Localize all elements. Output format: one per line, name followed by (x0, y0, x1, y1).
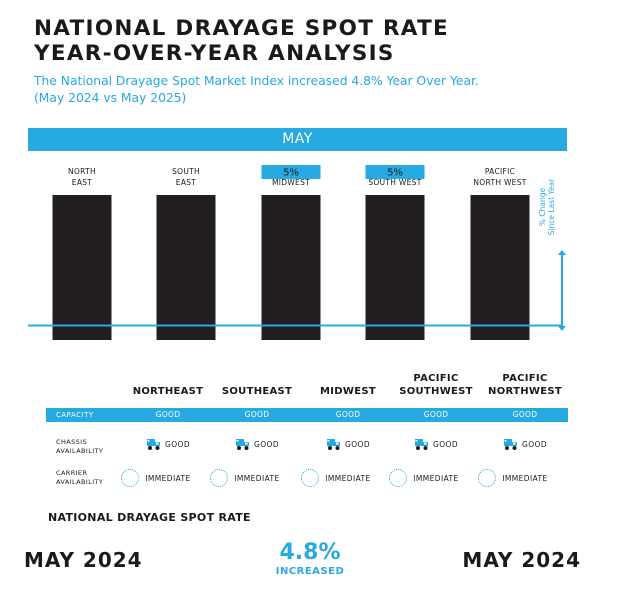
category-label: EAST (176, 178, 197, 187)
column-header: MIDWEST (296, 370, 400, 398)
data-label: 5% (387, 168, 403, 179)
category-label: NORTH (68, 167, 96, 176)
carrier-value: IMMEDIATE (325, 473, 371, 483)
column-header-text: PACIFIC NORTHWEST (488, 373, 562, 397)
chassis-value: GOOD (345, 439, 370, 449)
chassis-value: GOOD (254, 439, 279, 449)
page-subtitle: The National Drayage Spot Market Index i… (34, 74, 479, 105)
dotted-ring-icon (301, 469, 319, 487)
change-label: INCREASED (275, 566, 345, 577)
dotted-ring-icon (210, 469, 228, 487)
chart-title-bar: MAY (28, 128, 567, 151)
category-label: SOUTH WEST (368, 178, 421, 187)
row-label-line: CARRIER (56, 469, 88, 477)
bar (52, 195, 112, 340)
arrow-down-icon (558, 326, 566, 331)
row-label-line: CHASSIS (56, 438, 87, 446)
carrier-value: IMMEDIATE (502, 473, 548, 483)
chassis-value: GOOD (165, 439, 190, 449)
bar (470, 195, 530, 340)
axis-note-line (561, 251, 563, 329)
column-header: SOUTHEAST (205, 370, 309, 398)
left-period-label: MAY 2024 (24, 548, 143, 572)
bar (261, 195, 321, 340)
row-label-line: AVAILABILITY (56, 478, 104, 486)
carrier-value: IMMEDIATE (413, 473, 459, 483)
bar-chart: NORTHEAST6%SOUTHEAST6%MIDWEST5%PACIFICSO… (28, 165, 563, 340)
dotted-ring-icon (389, 469, 407, 487)
chassis-cell: GOOD (212, 435, 302, 453)
chassis-cell: GOOD (391, 435, 481, 453)
chassis-value: GOOD (433, 439, 458, 449)
capacity-row-bar (46, 408, 568, 422)
carrier-value: IMMEDIATE (234, 473, 280, 483)
carrier-cell: IMMEDIATE (118, 469, 218, 487)
carrier-cell: IMMEDIATE (475, 469, 575, 487)
column-header: NORTHEAST (116, 370, 220, 398)
carrier-row-label: CARRIER AVAILABILITY (56, 469, 103, 487)
right-period-label: MAY 2024 (462, 548, 581, 572)
page-title: NATIONAL DRAYAGE SPOT RATE YEAR-OVER-YEA… (34, 16, 450, 66)
dotted-ring-icon (478, 469, 496, 487)
column-header-text: PACIFIC SOUTHWEST (399, 373, 473, 397)
column-header-text: SOUTHEAST (221, 386, 293, 397)
dotted-ring-icon (121, 469, 139, 487)
category-label: EAST (72, 178, 93, 187)
section-title: NATIONAL DRAYAGE SPOT RATE (48, 511, 251, 524)
truck-chassis-icon (326, 436, 342, 452)
value-marker (261, 165, 321, 179)
carrier-cell: IMMEDIATE (386, 469, 486, 487)
chassis-cell: GOOD (123, 435, 213, 453)
bar (365, 195, 425, 340)
arrow-up-icon (558, 250, 566, 255)
column-header-text: MIDWEST (320, 386, 376, 397)
truck-chassis-icon (503, 436, 519, 452)
change-summary: 4.8% INCREASED (250, 540, 370, 578)
column-header-text: NORTHEAST (132, 386, 204, 397)
category-label: NORTH WEST (473, 178, 526, 187)
capacity-value: GOOD (335, 410, 361, 419)
row-label-line: AVAILABILITY (56, 447, 104, 455)
capacity-value: GOOD (512, 410, 538, 419)
baseline (28, 324, 563, 327)
truck-chassis-icon (146, 436, 162, 452)
change-value: 4.8% (279, 540, 341, 565)
capacity-value: GOOD (155, 410, 181, 419)
value-marker (365, 165, 425, 179)
capacity-value: GOOD (244, 410, 270, 419)
carrier-value: IMMEDIATE (145, 473, 191, 483)
data-label: 5% (283, 168, 299, 179)
category-label: SOUTH (172, 167, 200, 176)
capacity-value: GOOD (423, 410, 449, 419)
category-label: PACIFIC (485, 167, 515, 176)
column-header: PACIFIC SOUTHWEST (384, 370, 488, 398)
chassis-cell: GOOD (480, 435, 570, 453)
bar (156, 195, 216, 340)
category-label: MIDWEST (272, 178, 310, 187)
chassis-cell: GOOD (303, 435, 393, 453)
carrier-cell: IMMEDIATE (298, 469, 398, 487)
column-header: PACIFIC NORTHWEST (473, 370, 577, 398)
truck-chassis-icon (414, 436, 430, 452)
chassis-value: GOOD (522, 439, 547, 449)
capacity-label: CAPACITY (56, 411, 94, 419)
chassis-row-label: CHASSIS AVAILABILITY (56, 438, 103, 456)
truck-chassis-icon (235, 436, 251, 452)
carrier-cell: IMMEDIATE (207, 469, 307, 487)
axis-note: % Change Since Last Year (538, 178, 556, 236)
